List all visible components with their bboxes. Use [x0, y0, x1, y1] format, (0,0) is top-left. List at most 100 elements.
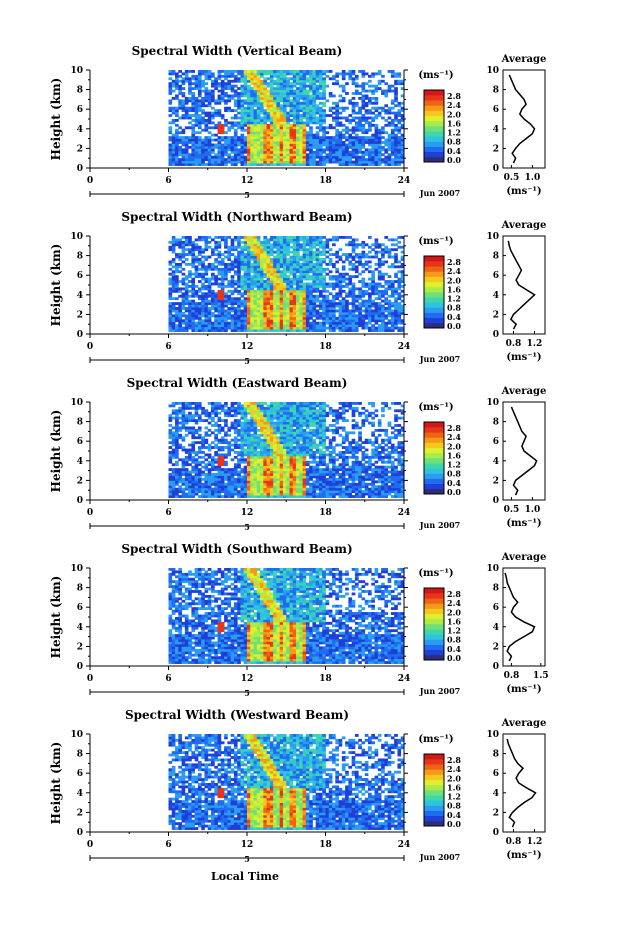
heatmap-cell: [237, 255, 241, 259]
heatmap-cell: [387, 160, 392, 164]
heatmap-cell: [400, 250, 405, 254]
heatmap-cell: [256, 309, 261, 313]
heatmap-cell: [227, 128, 232, 132]
heatmap-cell: [269, 160, 274, 164]
heatmap-cell: [181, 136, 186, 139]
heatmap-cell: [322, 294, 326, 298]
y-tick-label: 10: [70, 66, 83, 76]
heatmap-cell: [335, 119, 339, 122]
heatmap-cell: [302, 84, 307, 88]
heatmap-cell: [207, 163, 212, 166]
heatmap-cell: [247, 87, 251, 90]
heatmap-cell: [256, 74, 261, 78]
heatmap-cell: [400, 262, 405, 266]
heatmap-cell: [377, 243, 382, 247]
heatmap-cell: [364, 82, 369, 86]
heatmap-cell: [299, 255, 303, 259]
heatmap-cell: [289, 304, 294, 308]
heatmap-cell: [204, 240, 209, 244]
heatmap-cell: [315, 260, 320, 264]
heatmap-cell: [188, 294, 192, 298]
heatmap-cell: [338, 131, 343, 135]
heatmap-cell: [400, 277, 405, 281]
heatmap-cell: [394, 314, 398, 318]
heatmap-cell: [168, 131, 173, 135]
heatmap-cell: [338, 314, 343, 318]
heatmap-cell: [394, 104, 398, 108]
heatmap-cell: [230, 307, 235, 310]
heatmap-cell: [302, 82, 307, 86]
heatmap-cell: [348, 101, 353, 105]
heatmap-cell: [328, 307, 333, 310]
heatmap-cell: [204, 87, 209, 90]
heatmap-cell: [233, 265, 238, 269]
day-label: 5: [244, 356, 250, 366]
heatmap-cell: [269, 265, 274, 269]
heatmap-cell: [384, 245, 389, 249]
heatmap-cell: [201, 236, 205, 239]
heatmap-cell: [328, 77, 333, 81]
heatmap-cell: [237, 72, 241, 76]
heatmap-cell: [168, 314, 173, 318]
heatmap-cell: [247, 77, 251, 81]
heatmap-cell: [237, 267, 241, 271]
heatmap-cell: [276, 138, 281, 142]
heatmap-cell: [191, 114, 196, 117]
heatmap-cell: [171, 431, 176, 435]
heatmap-cell: [361, 126, 366, 130]
heatmap-cell: [338, 248, 343, 252]
heatmap-cell: [175, 477, 179, 481]
heatmap-cell: [328, 329, 333, 332]
heatmap-cell: [273, 329, 277, 332]
heatmap-cell: [260, 138, 264, 142]
heatmap-cell: [309, 96, 313, 100]
heatmap-cell: [312, 267, 317, 271]
heatmap-cell: [191, 245, 196, 249]
heatmap-cell: [289, 109, 294, 113]
heatmap-cell: [296, 141, 300, 144]
heatmap-cell: [266, 311, 271, 315]
heatmap-cell: [400, 304, 405, 308]
heatmap-cell: [390, 238, 395, 242]
heatmap-cell: [188, 158, 192, 162]
heatmap-cell: [400, 294, 405, 298]
heatmap-cell: [335, 326, 339, 330]
heatmap-cell: [354, 150, 359, 154]
heatmap-cell: [312, 160, 317, 164]
heatmap-cell: [377, 326, 382, 330]
heatmap-cell: [305, 163, 310, 166]
heatmap-cell: [247, 245, 251, 249]
heatmap-cell: [243, 150, 248, 154]
heatmap-cell: [318, 123, 323, 127]
heatmap-cell: [191, 329, 196, 332]
heatmap-cell: [305, 133, 310, 137]
heatmap-cell: [240, 314, 245, 318]
heatmap-cell: [171, 485, 176, 489]
heatmap-cell: [309, 72, 313, 76]
heatmap-cell: [266, 70, 271, 73]
heatmap-cell: [194, 96, 199, 100]
heatmap-cell: [194, 121, 199, 125]
heatmap-cell: [345, 163, 349, 166]
heatmap-cell: [302, 96, 307, 100]
heatmap-cell: [194, 468, 199, 471]
heatmap-cell: [256, 148, 261, 152]
heatmap-cell: [374, 96, 379, 100]
heatmap-cell: [191, 299, 196, 303]
average-x-tick-label: 1.2: [527, 339, 543, 349]
heatmap-cell: [220, 455, 225, 459]
heatmap-cell: [302, 309, 307, 313]
heatmap-cell: [390, 89, 395, 93]
heatmap-cell: [184, 414, 189, 418]
heatmap-cell: [230, 145, 235, 149]
heatmap-cell: [266, 153, 271, 157]
heatmap-cell: [377, 260, 382, 264]
heatmap-cell: [250, 121, 254, 125]
heatmap-cell: [204, 150, 209, 154]
heatmap-cell: [358, 280, 362, 283]
heatmap-cell: [381, 326, 385, 330]
heatmap-cell: [224, 92, 228, 95]
heatmap-cell: [305, 250, 310, 254]
heatmap-cell: [247, 131, 251, 135]
heatmap-cell: [197, 314, 202, 318]
